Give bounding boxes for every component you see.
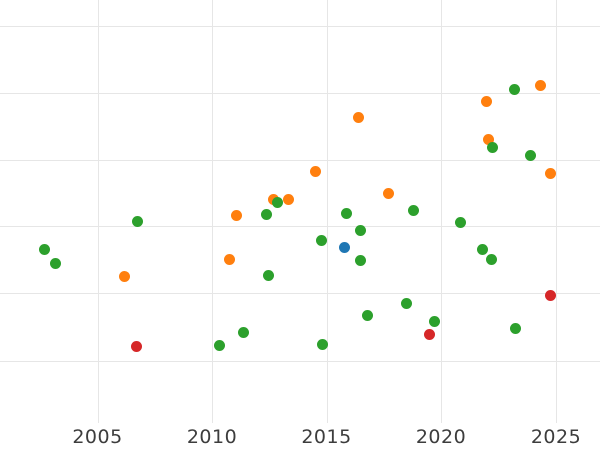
series-green-point-3: [213, 339, 225, 351]
horizontal-gridline-2: [0, 160, 600, 161]
horizontal-gridline-1: [0, 93, 600, 94]
series-green-point-15: [407, 204, 419, 216]
horizontal-gridline-0: [0, 26, 600, 27]
series-green-point-23: [524, 149, 536, 161]
series-green-point-20: [486, 141, 498, 153]
series-orange-point-5: [309, 165, 321, 177]
x-tick-label-2025: 2025: [530, 426, 582, 448]
series-orange-point-8: [480, 95, 492, 107]
vertical-gridline-3: [441, 0, 442, 423]
series-orange-point-10: [534, 79, 546, 91]
series-green-point-16: [428, 315, 440, 327]
x-tick-label-2020: 2020: [415, 426, 467, 448]
series-green-point-1: [49, 257, 61, 269]
series-green-point-0: [38, 243, 50, 255]
series-green-point-9: [316, 338, 328, 350]
series-green-point-2: [131, 215, 143, 227]
series-red-point-0: [130, 340, 142, 352]
series-blue-point-0: [338, 241, 350, 253]
vertical-gridline-2: [326, 0, 328, 423]
series-red-point-2: [544, 289, 556, 301]
horizontal-gridline-3: [0, 226, 600, 227]
horizontal-gridline-5: [0, 361, 600, 362]
series-green-point-4: [237, 326, 249, 338]
series-green-point-7: [271, 196, 283, 208]
series-green-point-11: [354, 224, 366, 236]
series-green-point-17: [454, 216, 466, 228]
vertical-gridline-4: [556, 0, 557, 423]
series-orange-point-9: [482, 133, 494, 145]
series-red-point-1: [423, 328, 435, 340]
vertical-gridline-1: [212, 0, 213, 423]
series-green-point-5: [260, 208, 272, 220]
horizontal-gridline-4: [0, 293, 600, 294]
x-tick-label-2015: 2015: [301, 426, 352, 448]
series-orange-point-7: [382, 187, 394, 199]
x-tick-label-2005: 2005: [72, 426, 123, 448]
series-orange-point-11: [544, 167, 556, 179]
series-green-point-13: [361, 309, 373, 321]
series-orange-point-6: [352, 111, 364, 123]
series-green-point-14: [400, 297, 412, 309]
series-orange-point-1: [223, 253, 235, 265]
series-green-point-21: [508, 83, 520, 95]
series-orange-point-4: [282, 193, 294, 205]
series-orange-point-0: [118, 270, 130, 282]
series-green-point-18: [476, 243, 488, 255]
series-green-point-19: [485, 253, 497, 265]
series-green-point-10: [340, 207, 352, 219]
x-tick-label-2010: 2010: [186, 426, 238, 448]
series-green-point-8: [315, 234, 327, 246]
series-green-point-22: [509, 322, 521, 334]
series-green-point-12: [354, 254, 366, 266]
series-orange-point-2: [230, 209, 242, 221]
series-green-point-6: [262, 269, 274, 281]
vertical-gridline-0: [97, 0, 99, 423]
